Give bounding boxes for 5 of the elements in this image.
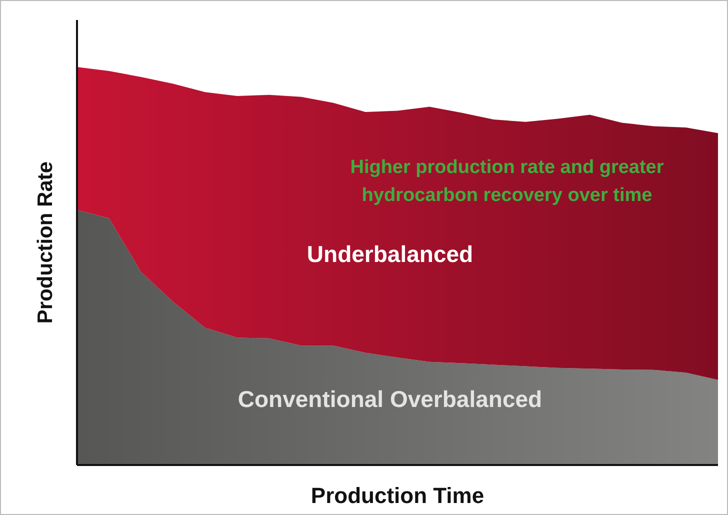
series-label: Conventional Overbalanced	[238, 386, 542, 412]
series-label: Underbalanced	[306, 241, 474, 267]
annotation: Higher production rate and greater hydrocarbon recovery over time	[350, 157, 664, 206]
y-axis-title: Production Rate	[34, 161, 57, 324]
x-axis-title: Production Time	[310, 483, 484, 508]
